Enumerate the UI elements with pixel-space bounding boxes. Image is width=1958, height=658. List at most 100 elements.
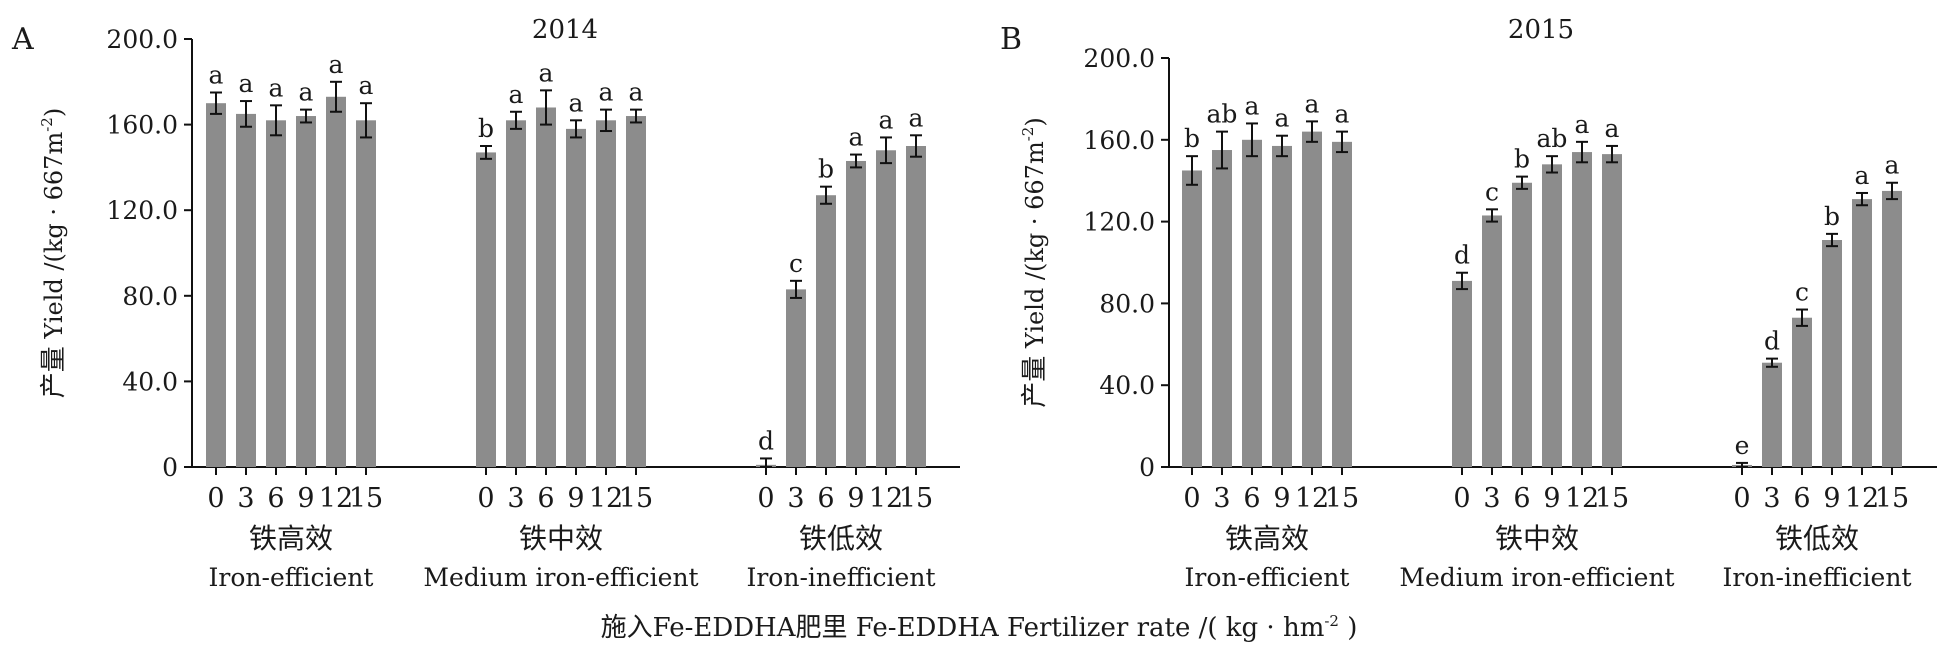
- bar: [1542, 164, 1562, 467]
- x-tick-label: 6: [817, 483, 834, 514]
- x-tick-label: 3: [1763, 483, 1780, 514]
- bar: [266, 120, 286, 467]
- bar: [296, 116, 316, 467]
- bar: [536, 107, 556, 467]
- y-tick-label: 40.0: [122, 367, 178, 396]
- y-tick-label: 40.0: [1099, 371, 1155, 400]
- x-axis-label: 施入Fe-EDDHA肥里 Fe-EDDHA Fertilizer rate /(…: [601, 612, 1358, 643]
- x-tick-label: 9: [1543, 483, 1560, 514]
- x-tick-label: 3: [1483, 483, 1500, 514]
- x-tick-label: 12: [1295, 483, 1329, 514]
- chart-panel-b: B 2015 0 40.0 80.0 120.0 160.0 200.0 产量 Yield /(…: [1000, 15, 1937, 592]
- x-tick-label: 15: [349, 483, 383, 514]
- x-tick-label: 3: [507, 483, 524, 514]
- x-tick-label: 6: [1243, 483, 1260, 514]
- x-tick-label: 15: [1875, 483, 1909, 514]
- significance-letter: a: [209, 61, 224, 90]
- significance-letter: a: [1245, 91, 1260, 120]
- x-tick-label: 15: [899, 483, 933, 514]
- x-tick-label: 15: [1325, 483, 1359, 514]
- bar: [596, 120, 616, 467]
- significance-letter: a: [879, 105, 894, 134]
- group-label-cn: 铁低效: [799, 522, 883, 555]
- y-tick-label: 160.0: [106, 111, 178, 140]
- bar: [1852, 199, 1872, 468]
- y-tick-label: 0: [162, 453, 178, 482]
- x-tick-label: 15: [1595, 483, 1629, 514]
- x-tick-label: 9: [1823, 483, 1840, 514]
- significance-letter: a: [239, 69, 254, 98]
- bar-group: a 0 a 3 a 6 a 9 a 12 a 15 铁高效 Iron-efficient: [206, 50, 383, 592]
- bar-group: b 0 ab 3 a 6 a 9 a 12 a 15 铁高效 Iron-efficient: [1182, 89, 1359, 592]
- bar: [1302, 131, 1322, 467]
- significance-letter: b: [818, 155, 834, 184]
- y-tick-label: 80.0: [1099, 289, 1155, 318]
- significance-letter: c: [789, 249, 803, 278]
- x-tick-label: 3: [787, 483, 804, 514]
- x-tick-label: 6: [267, 483, 284, 514]
- bar: [816, 195, 836, 467]
- significance-letter: a: [909, 103, 924, 132]
- significance-letter: a: [849, 123, 864, 152]
- x-tick-label: 9: [567, 483, 584, 514]
- bar: [506, 120, 526, 467]
- group-label-cn: 铁中效: [1495, 522, 1579, 555]
- x-tick-label: 3: [237, 483, 254, 514]
- bar: [1572, 152, 1592, 467]
- significance-letter: a: [1575, 110, 1590, 139]
- significance-letter: c: [1485, 177, 1499, 206]
- x-tick-label: 9: [847, 483, 864, 514]
- significance-letter: ab: [1207, 100, 1238, 129]
- bar: [1512, 182, 1532, 467]
- group-label-en: Medium iron-efficient: [1399, 563, 1674, 592]
- bar: [1602, 154, 1622, 468]
- bar: [626, 116, 646, 467]
- x-tick-label: 15: [619, 483, 653, 514]
- bar: [1882, 190, 1902, 468]
- bar: [1482, 215, 1502, 467]
- bar: [1332, 141, 1352, 467]
- significance-letter: a: [509, 80, 524, 109]
- significance-letter: a: [1305, 89, 1320, 118]
- bar: [476, 152, 496, 468]
- x-tick-label: 0: [477, 483, 494, 514]
- x-tick-label: 0: [1453, 483, 1470, 514]
- group-label-en: Iron-inefficient: [746, 563, 935, 592]
- bar-group: d 0 c 3 b 6 a 9 a 12 a 15 铁低效 Iron-inefficient: [746, 103, 935, 592]
- significance-letter: b: [1184, 124, 1200, 153]
- group-label-en: Medium iron-efficient: [423, 563, 698, 592]
- bar: [1242, 139, 1262, 468]
- bar: [1452, 280, 1472, 467]
- significance-letter: d: [758, 426, 774, 455]
- significance-letter: d: [1454, 241, 1470, 270]
- significance-letter: a: [629, 78, 644, 107]
- group-label-cn: 铁高效: [249, 522, 333, 555]
- bar: [236, 113, 256, 468]
- significance-letter: ab: [1537, 124, 1568, 153]
- x-tick-label: 12: [589, 483, 623, 514]
- group-label-cn: 铁高效: [1225, 522, 1309, 555]
- group-label-en: Iron-efficient: [1185, 563, 1350, 592]
- significance-letter: a: [269, 73, 284, 102]
- y-tick-label: 80.0: [122, 282, 178, 311]
- x-tick-label: 6: [537, 483, 554, 514]
- x-tick-label: 6: [1513, 483, 1530, 514]
- chart-title: 2014: [532, 15, 598, 45]
- bar: [1182, 170, 1202, 467]
- group-label-en: Iron-efficient: [209, 563, 374, 592]
- bar: [1822, 240, 1842, 467]
- x-tick-label: 0: [1733, 483, 1750, 514]
- significance-letter: a: [569, 88, 584, 117]
- significance-letter: a: [1275, 104, 1290, 133]
- x-tick-label: 9: [1273, 483, 1290, 514]
- group-label-cn: 铁中效: [519, 522, 603, 555]
- y-tick-label: 120.0: [106, 196, 178, 225]
- x-tick-label: 12: [869, 483, 903, 514]
- significance-letter: a: [359, 71, 374, 100]
- y-tick-label: 0: [1139, 453, 1155, 482]
- bar: [1212, 150, 1232, 467]
- y-tick-label: 120.0: [1083, 208, 1155, 237]
- x-tick-label: 0: [207, 483, 224, 514]
- x-tick-label: 12: [319, 483, 353, 514]
